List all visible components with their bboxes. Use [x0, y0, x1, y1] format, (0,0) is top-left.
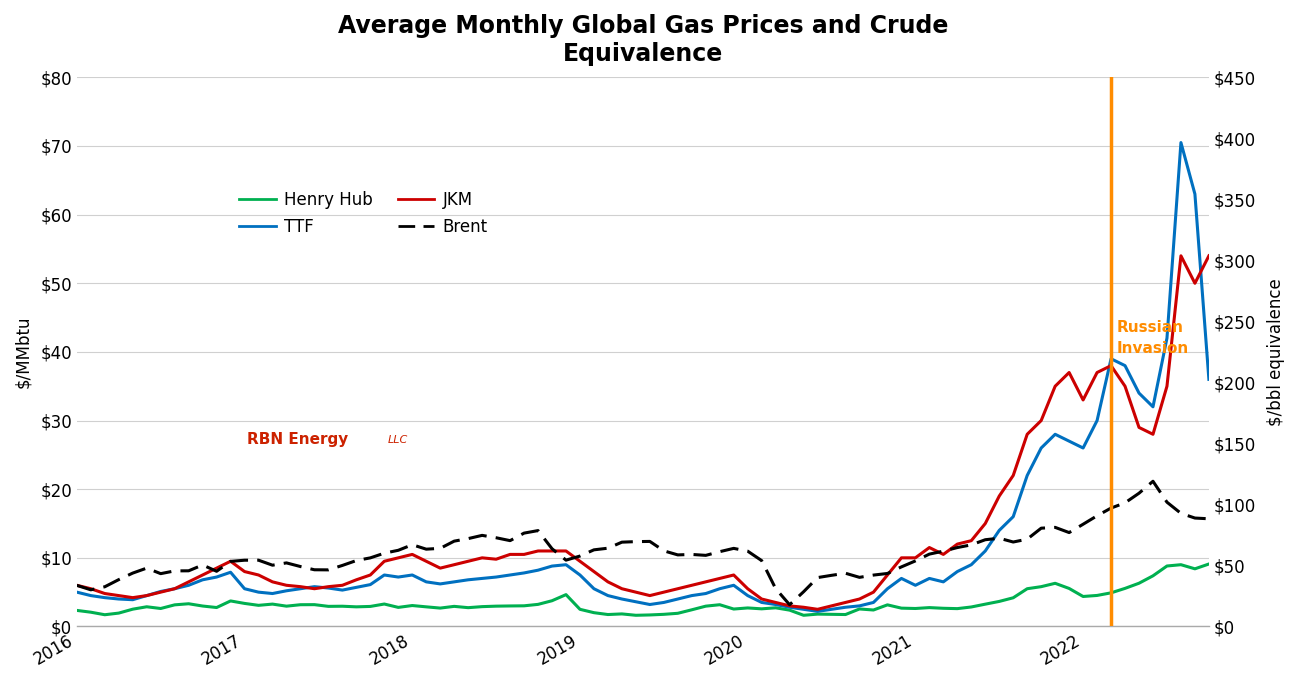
Text: LLC: LLC	[388, 434, 408, 445]
Legend: Henry Hub, TTF, JKM, Brent: Henry Hub, TTF, JKM, Brent	[233, 185, 495, 242]
Y-axis label: $/bbl equivalence: $/bbl equivalence	[1267, 278, 1285, 426]
Text: RBN Energy: RBN Energy	[247, 432, 348, 447]
Title: Average Monthly Global Gas Prices and Crude
Equivalence: Average Monthly Global Gas Prices and Cr…	[338, 14, 948, 65]
Text: Russian
Invasion: Russian Invasion	[1116, 320, 1189, 356]
Y-axis label: $/MMbtu: $/MMbtu	[14, 316, 32, 388]
